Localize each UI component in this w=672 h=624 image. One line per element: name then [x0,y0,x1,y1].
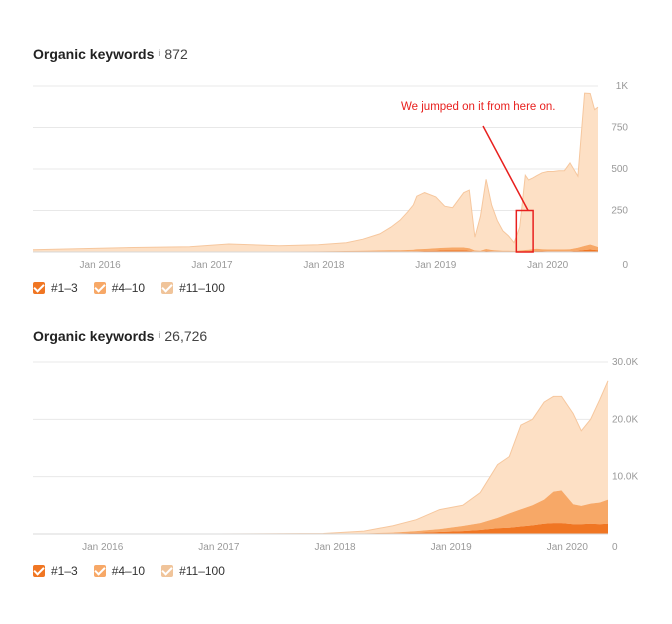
annotation-pointer [482,125,529,211]
y-tick-label: 500 [611,164,628,175]
checkbox-checked-icon[interactable] [93,565,106,577]
keywords-total: 26,726 [164,328,208,344]
x-tick-label: Jan 2018 [314,542,356,553]
series-outline [32,92,599,251]
series-area-4-10 [33,244,598,252]
series-outline [33,380,609,535]
y-tick-label: 250 [611,206,628,217]
legend-label: #4–10 [111,281,146,295]
x-tick-label: Jan 2020 [547,542,589,553]
checkbox-checked-icon[interactable] [161,282,174,294]
legend-item-1-3[interactable]: #1–3 [33,281,78,295]
x-tick-label: Jan 2017 [191,260,233,271]
y-tick-label: 750 [611,123,628,134]
chart-panel-2: Organic keywords i 26,726 Jan 2016 Jan 2017… [0,312,672,624]
chart-title: Organic keywords i 26,726 [33,328,207,344]
checkbox-checked-icon[interactable] [161,565,174,577]
legend-label: #1–3 [51,564,78,578]
checkbox-checked-icon[interactable] [93,282,106,294]
chart-legend: #1–3 #4–10 #11–100 [33,281,241,295]
x-tick-label: Jan 2016 [82,542,124,553]
y-tick-label: 1K [616,81,629,92]
y-tick-label: 20.0K [612,414,638,425]
x-tick-label: Jan 2019 [431,542,473,553]
legend-label: #11–100 [179,281,225,295]
legend-label: #11–100 [179,564,225,578]
chart-panel-1: Organic keywords i 872 Jan 2016 Jan 2017 Jan… [0,0,672,312]
legend-label: #1–3 [51,281,78,295]
checkbox-checked-icon[interactable] [33,565,45,577]
y-tick-label: 10.0K [612,472,638,483]
x-tick-label: Jan 2017 [198,542,240,553]
chart-title: Organic keywords i 872 [33,46,188,62]
series-area-4-10 [33,490,608,534]
chart-legend: #1–3 #4–10 #11–100 [33,564,241,578]
checkbox-checked-icon[interactable] [33,282,45,294]
series-area-1-3 [33,523,608,534]
x-tick-label: Jan 2016 [80,260,122,271]
legend-label: #4–10 [111,564,146,578]
y-tick-label: 30.0K [612,357,638,368]
series-area-11-100 [33,93,598,252]
x-tick-label: Jan 2019 [415,260,457,271]
organic-keywords-chart-2: Jan 2016 Jan 2017 Jan 2018 Jan 2019 Jan 2020… [33,357,638,553]
legend-item-11-100[interactable]: #11–100 [161,281,225,295]
chart-title-text: Organic keywords [33,46,155,62]
x-tick-label: Jan 2018 [303,260,345,271]
legend-item-1-3[interactable]: #1–3 [33,564,78,578]
annotation-box [515,209,534,253]
organic-keywords-chart-1: Jan 2016 Jan 2017 Jan 2018 Jan 2019 Jan 2020… [32,81,629,271]
legend-item-11-100[interactable]: #11–100 [161,564,225,578]
info-icon[interactable]: i [158,330,161,340]
chart-title-text: Organic keywords [33,328,155,344]
y-tick-label: 0 [622,260,628,271]
annotation-text: We jumped on it from here on. [401,101,555,113]
legend-item-4-10[interactable]: #4–10 [93,564,146,578]
series-area-1-3 [33,249,598,252]
keywords-total: 872 [164,46,188,62]
y-tick-label: 0 [612,542,618,553]
legend-item-4-10[interactable]: #4–10 [93,281,146,295]
info-icon[interactable]: i [158,48,161,58]
x-tick-label: Jan 2020 [527,260,569,271]
